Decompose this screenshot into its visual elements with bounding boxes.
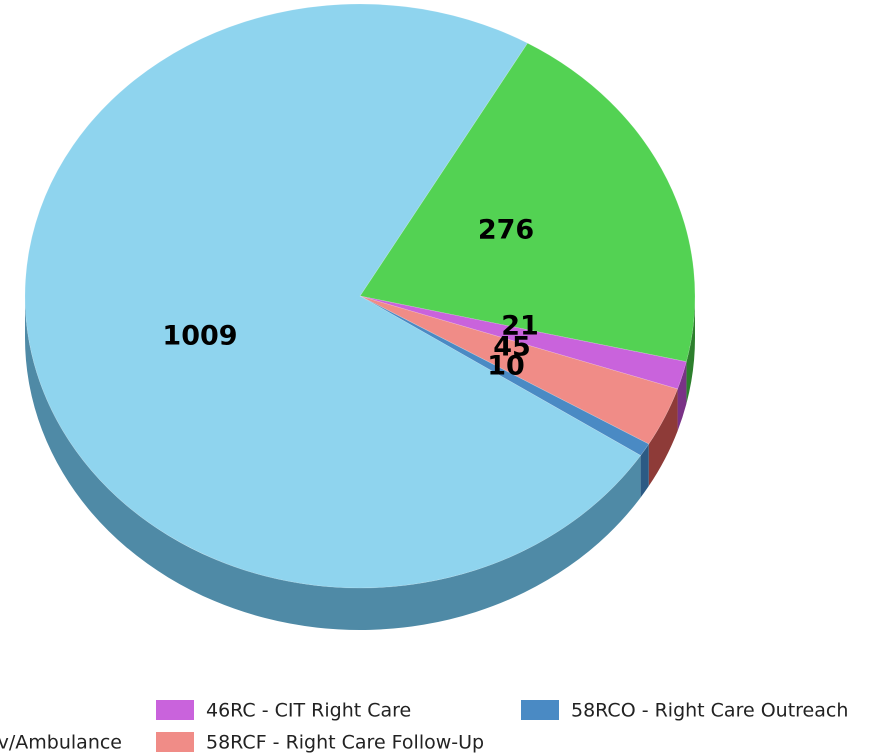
pie-side-wall [25,296,641,630]
pie-slices [24,3,696,589]
legend: 46RC - CIT Right Care 58RCO - Right Care … [0,700,848,754]
pie-side-wall [640,444,649,498]
legend-swatch [521,700,559,720]
pie-data-label: 10 [487,351,525,382]
pie-slice [359,295,687,390]
legend-label: 46RC - CIT Right Care [206,700,411,722]
pie-side-wall [686,296,695,404]
pie-data-label: 276 [478,215,534,246]
pie-slice [359,295,678,445]
pie-data-label: 21 [501,311,539,342]
legend-label: v/Ambulance [0,732,122,754]
legend-swatch [156,700,194,720]
legend-swatch [156,732,194,752]
legend-label: 58RCF - Right Care Follow-Up [206,732,484,754]
pie-side-wall [677,361,687,431]
pie-slice [359,295,650,456]
pie-slice [24,3,642,589]
pie-slice [359,42,696,363]
pie-data-label: 1009 [162,321,237,352]
pie-side-walls [25,296,695,630]
legend-label: 58RCO - Right Care Outreach [571,700,848,722]
pie-data-label: 45 [493,332,531,363]
pie-side-wall [648,388,678,487]
